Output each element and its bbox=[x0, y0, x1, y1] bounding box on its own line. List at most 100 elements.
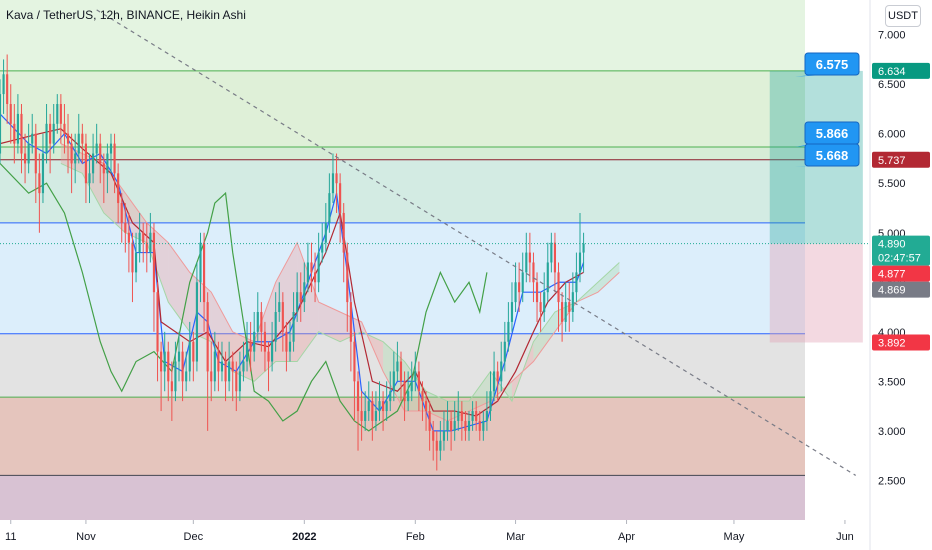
candle-body bbox=[496, 371, 499, 382]
candle-51 bbox=[181, 341, 184, 402]
price-label-bg bbox=[872, 334, 930, 351]
candle-78 bbox=[278, 282, 281, 322]
candle-71 bbox=[253, 312, 256, 362]
candle-29 bbox=[102, 153, 105, 204]
time-tick-1: Nov bbox=[76, 531, 96, 543]
candle-91 bbox=[324, 203, 327, 253]
candle-85 bbox=[303, 262, 306, 312]
candle-body bbox=[453, 420, 456, 431]
candle-body bbox=[99, 143, 102, 164]
candle-body bbox=[70, 143, 73, 164]
callout-value: 6.575 bbox=[816, 57, 849, 72]
zone-band-4 bbox=[0, 222, 805, 334]
candle-body bbox=[49, 123, 52, 144]
zone-band-3 bbox=[0, 159, 805, 223]
candle-48 bbox=[170, 361, 173, 421]
candle-34 bbox=[120, 193, 123, 243]
candle-84 bbox=[299, 272, 302, 322]
candle-125 bbox=[446, 401, 449, 441]
candle-body bbox=[203, 242, 206, 303]
candle-118 bbox=[421, 381, 424, 421]
candle-body bbox=[432, 430, 435, 441]
time-tick-4: Feb bbox=[406, 531, 425, 543]
candle-body bbox=[27, 143, 30, 164]
candle-46 bbox=[163, 331, 166, 392]
callout-labels[interactable]: 6.575 5.866 5.668 bbox=[795, 52, 860, 167]
candle-97 bbox=[346, 242, 349, 332]
candle-body bbox=[446, 420, 449, 431]
candle-body bbox=[41, 153, 45, 194]
candle-body bbox=[113, 143, 116, 174]
candle-body bbox=[34, 133, 37, 174]
candle-body bbox=[81, 133, 84, 144]
candle-157 bbox=[561, 292, 564, 342]
horizontal-levels bbox=[0, 70, 805, 476]
candle-105 bbox=[374, 391, 377, 431]
candle-body bbox=[92, 153, 95, 174]
candle-body bbox=[546, 262, 549, 293]
candle-92 bbox=[328, 173, 331, 233]
candle-124 bbox=[442, 411, 446, 451]
candle-body bbox=[38, 173, 41, 194]
candle-25 bbox=[88, 153, 91, 204]
candle-13 bbox=[45, 104, 48, 164]
candle-35 bbox=[124, 203, 127, 253]
long-position-tool[interactable] bbox=[769, 70, 863, 343]
candle-11 bbox=[38, 153, 41, 233]
candle-body bbox=[256, 312, 259, 332]
candle-98 bbox=[349, 292, 352, 372]
candle-57 bbox=[203, 232, 206, 332]
time-axis[interactable]: 11 Nov Dec 2022 Feb Mar Apr May Jun bbox=[5, 520, 854, 543]
candle-107 bbox=[382, 391, 385, 431]
candle-body bbox=[331, 173, 335, 194]
callout-box bbox=[804, 52, 860, 76]
candle-108 bbox=[385, 381, 388, 421]
price-tick-2: 3.500 bbox=[878, 376, 906, 388]
candle-63 bbox=[224, 351, 227, 402]
time-tick-3: 2022 bbox=[292, 531, 316, 543]
candle-body bbox=[539, 302, 542, 312]
candle-116 bbox=[414, 351, 417, 392]
candle-150 bbox=[535, 272, 539, 322]
candle-130 bbox=[464, 411, 467, 441]
price-tick-0: 2.500 bbox=[878, 475, 906, 487]
candle-body bbox=[59, 104, 62, 124]
candle-7 bbox=[23, 133, 27, 184]
candle-23 bbox=[81, 123, 84, 164]
candle-body bbox=[349, 302, 352, 342]
price-label-bg bbox=[872, 281, 930, 298]
candle-96 bbox=[342, 203, 345, 283]
candle-body bbox=[260, 312, 263, 332]
candle-161 bbox=[575, 252, 578, 303]
candle-body bbox=[503, 341, 506, 362]
candle-body bbox=[238, 371, 241, 392]
candle-body bbox=[564, 302, 567, 322]
candle-body bbox=[575, 272, 578, 293]
candle-42 bbox=[149, 212, 152, 263]
callout-value: 5.668 bbox=[816, 148, 849, 163]
candle-1 bbox=[2, 59, 5, 114]
candle-body bbox=[313, 272, 317, 283]
candle-body bbox=[224, 361, 227, 382]
candle-body bbox=[382, 401, 385, 412]
candle-body bbox=[109, 143, 113, 154]
candle-160 bbox=[571, 272, 574, 322]
candle-72 bbox=[256, 292, 259, 342]
candle-122 bbox=[435, 430, 438, 471]
price-label-2: 4.890 02:47:57 bbox=[872, 235, 930, 266]
candle-94 bbox=[335, 153, 338, 213]
candle-body bbox=[374, 411, 377, 421]
candle-body bbox=[303, 282, 306, 303]
candle-body bbox=[220, 361, 224, 372]
candle-body bbox=[553, 242, 557, 273]
currency-unit-button[interactable]: USDT bbox=[885, 5, 921, 27]
candle-body bbox=[514, 282, 517, 303]
candle-body bbox=[56, 104, 59, 124]
candle-49 bbox=[174, 341, 177, 402]
candle-body bbox=[174, 361, 177, 392]
candle-body bbox=[482, 420, 485, 431]
candle-body bbox=[557, 272, 560, 303]
candle-16 bbox=[56, 94, 59, 134]
candle-body bbox=[435, 440, 438, 451]
